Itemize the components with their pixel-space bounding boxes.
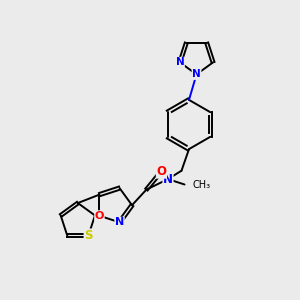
Text: CH₃: CH₃: [193, 179, 211, 190]
Text: S: S: [84, 229, 93, 242]
Text: O: O: [95, 211, 104, 221]
Text: N: N: [115, 217, 124, 227]
Text: N: N: [176, 57, 184, 68]
Text: N: N: [163, 172, 173, 186]
Text: O: O: [156, 165, 167, 178]
Text: N: N: [192, 69, 201, 80]
